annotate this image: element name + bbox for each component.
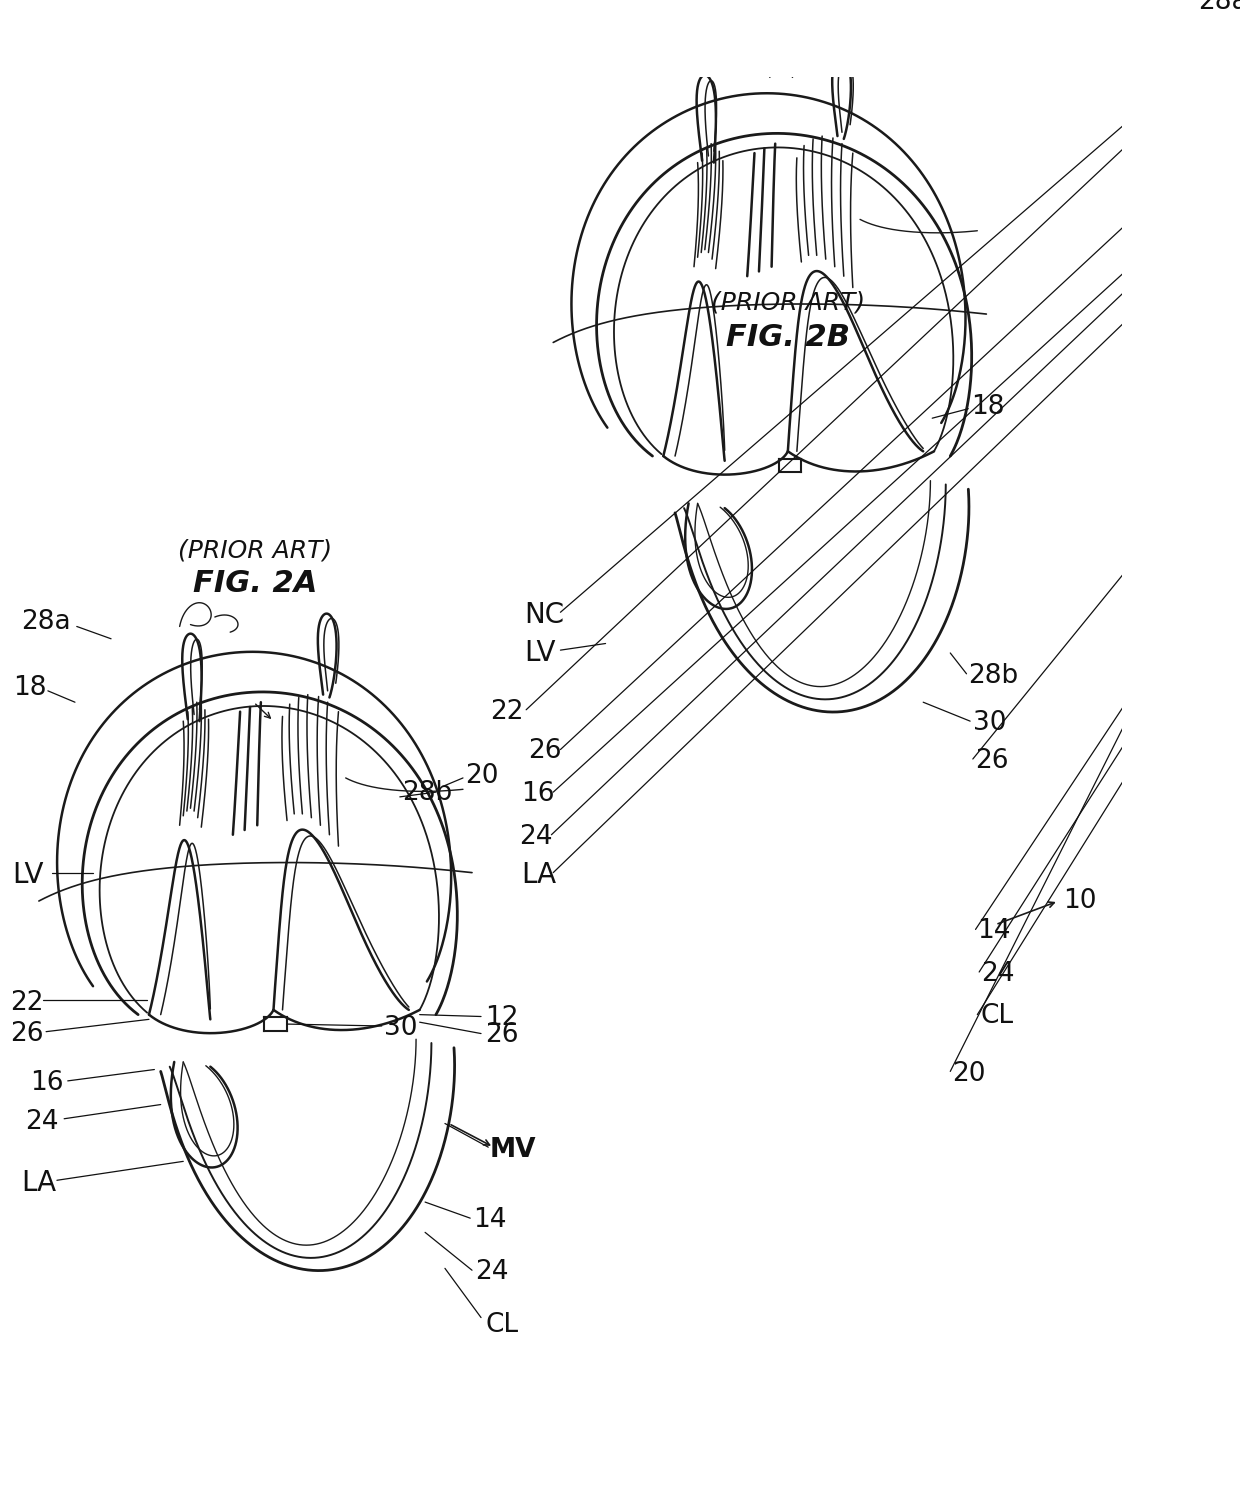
Text: 30: 30 [383,1015,417,1041]
Text: 18: 18 [971,394,1004,420]
Text: 14: 14 [472,1208,506,1233]
Text: MV: MV [490,1137,537,1163]
Text: 28a: 28a [21,609,71,635]
Text: 24: 24 [25,1108,58,1134]
Text: 30: 30 [973,710,1007,735]
Text: CL: CL [980,1003,1013,1029]
Text: 14: 14 [977,919,1011,945]
Text: 24: 24 [476,1259,510,1284]
Text: 10: 10 [1063,887,1096,914]
Text: 16: 16 [521,781,554,808]
Text: 22: 22 [10,990,43,1017]
Text: 26: 26 [528,738,562,764]
Text: 28a: 28a [1198,0,1240,15]
Text: CL: CL [486,1311,518,1339]
Text: 26: 26 [976,747,1009,775]
Text: LA: LA [21,1169,56,1197]
Text: 28b: 28b [402,781,451,806]
Text: FIG. 2A: FIG. 2A [193,570,317,599]
Text: 22: 22 [490,699,523,725]
Text: LV: LV [12,862,43,889]
Text: 12: 12 [485,1005,518,1032]
Text: 20: 20 [465,763,498,790]
Text: (PRIOR ART): (PRIOR ART) [179,538,332,562]
Text: 16: 16 [30,1069,63,1096]
Text: 18: 18 [14,675,47,701]
Text: NC: NC [525,602,564,629]
Text: 26: 26 [10,1021,43,1047]
Text: (PRIOR ART): (PRIOR ART) [711,290,866,314]
Text: FIG. 2B: FIG. 2B [725,323,849,352]
Text: 24: 24 [981,961,1014,987]
Text: LA: LA [522,862,557,889]
Text: 24: 24 [518,824,553,850]
Text: 26: 26 [485,1023,518,1048]
Text: 20: 20 [952,1062,986,1087]
Text: LV: LV [525,639,556,666]
Text: 28b: 28b [968,663,1018,689]
